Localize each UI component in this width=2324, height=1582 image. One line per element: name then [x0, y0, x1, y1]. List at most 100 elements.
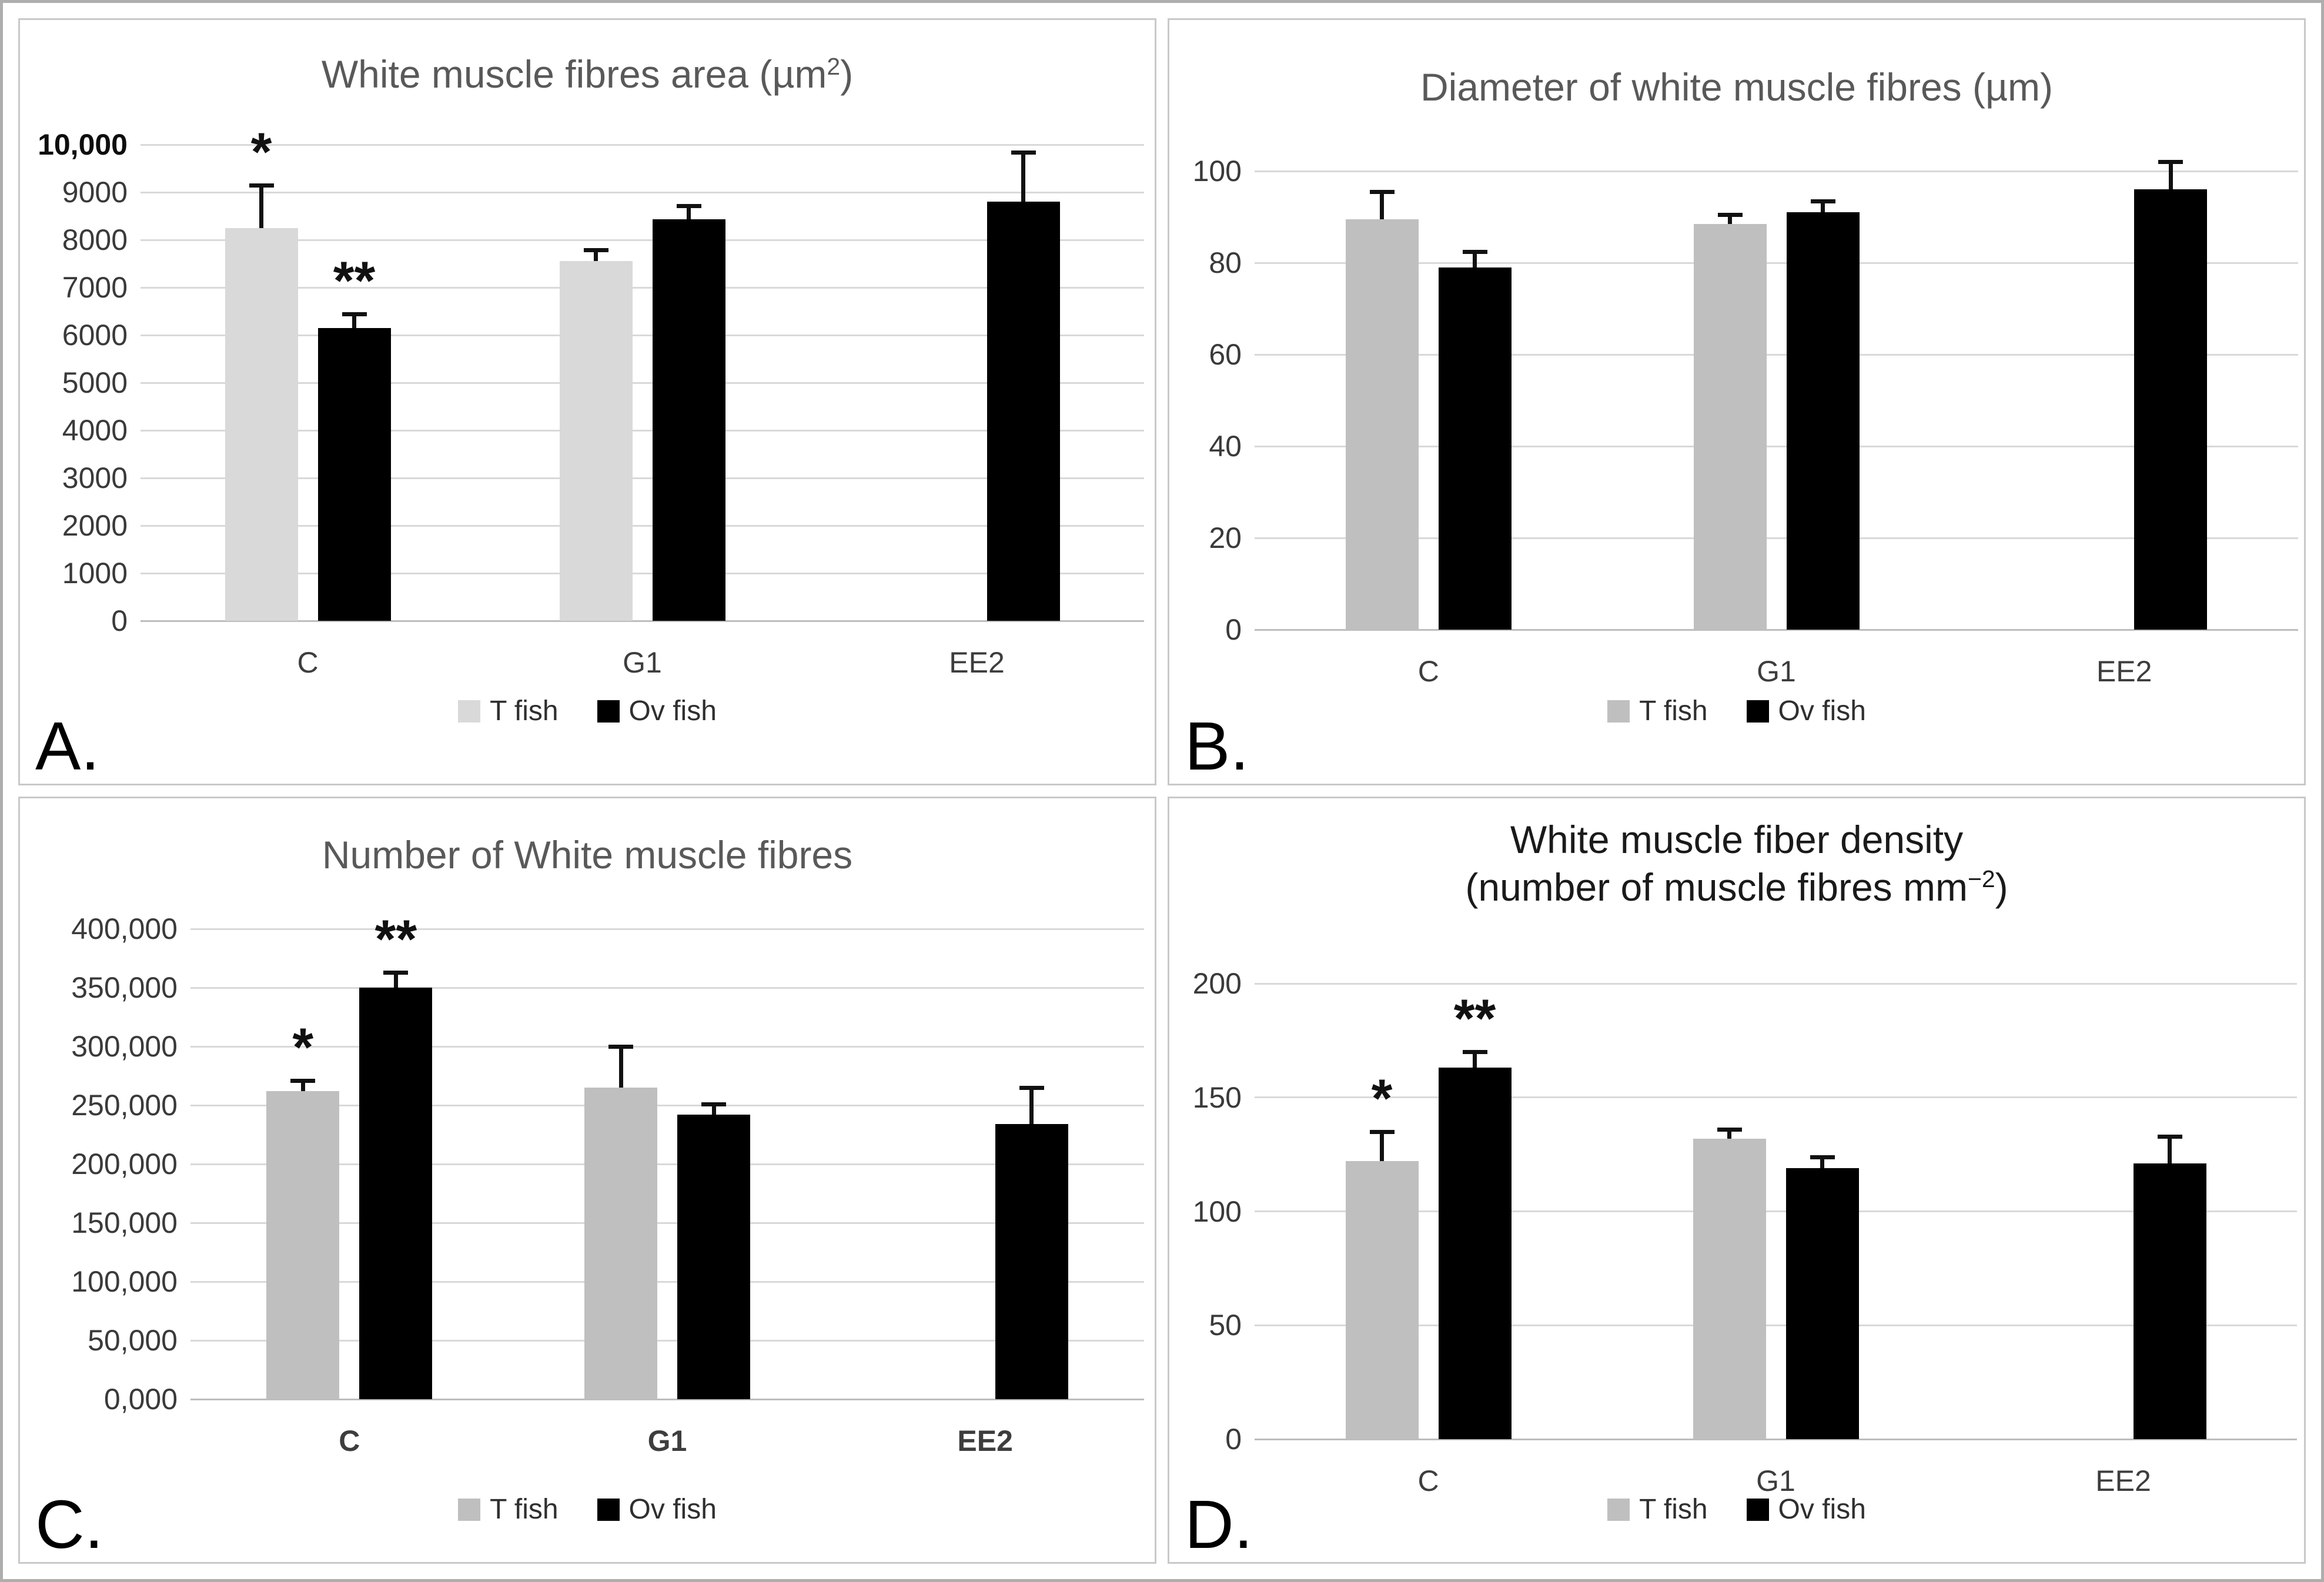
significance-asterisk: * — [1371, 1068, 1393, 1129]
bar-t-fish-g1 — [1693, 223, 1767, 630]
gridline — [190, 986, 1144, 989]
legend: T fish Ov fish — [20, 1493, 1155, 1526]
y-axis-tick-label: 0,000 — [103, 1383, 178, 1416]
error-bar-cap — [2158, 160, 2183, 165]
x-axis-category-label: C — [297, 646, 319, 679]
bar-ov-fish-g1 — [677, 1115, 750, 1399]
error-bar-whisker — [687, 205, 691, 220]
y-axis-tick-label: 150,000 — [71, 1206, 178, 1239]
gridline — [1255, 1210, 2297, 1212]
y-axis-tick-label: 8000 — [62, 223, 128, 256]
panel-d-white-muscle-fiber-density: White muscle fiber density (number of mus… — [1168, 797, 2306, 1564]
legend-swatch — [1607, 1498, 1630, 1521]
y-axis-tick-label: 50,000 — [88, 1324, 178, 1357]
error-bar-cap — [1369, 190, 1395, 195]
chart-white-muscle-fiber-density: White muscle fiber density (number of mus… — [1169, 798, 2304, 1562]
error-bar-cap — [676, 203, 701, 208]
error-bar-cap — [342, 312, 367, 316]
chart-title: White muscle fibres area (µm2) — [20, 51, 1155, 98]
legend: T fish Ov fish — [1169, 695, 2304, 727]
bar-ov-fish-g1 — [1786, 212, 1860, 630]
gridline — [141, 239, 1144, 241]
chart-title: Number of White muscle fibres — [20, 831, 1155, 879]
error-bar-whisker — [300, 1081, 305, 1091]
x-axis-line — [1255, 628, 2298, 631]
y-axis-tick-label: 0 — [111, 604, 128, 637]
gridline — [190, 1045, 1144, 1048]
chart-title: Diameter of white muscle fibres (µm) — [1169, 63, 2304, 111]
title-superscript: −2 — [1967, 865, 1995, 893]
error-bar-whisker — [1473, 251, 1477, 267]
y-axis-tick-label: 20 — [1209, 521, 1242, 554]
x-axis-category-label: EE2 — [2095, 1464, 2151, 1497]
y-axis-tick-label: 300,000 — [71, 1030, 178, 1063]
y-axis-tick-label: 200 — [1192, 967, 1242, 1000]
error-bar-cap — [1011, 150, 1036, 155]
panel-c-number-of-white-muscle-fibres: Number of White muscle fibres 400,000 350,… — [18, 797, 1156, 1564]
significance-asterisk: * — [250, 122, 272, 182]
gridline — [190, 928, 1144, 930]
error-bar-cap — [383, 971, 409, 975]
significance-asterisk: * — [292, 1018, 314, 1078]
legend-swatch — [1607, 700, 1630, 723]
gridline — [1255, 445, 2298, 447]
x-axis-category-label: EE2 — [949, 646, 1005, 679]
title-superscript: 2 — [827, 52, 841, 80]
y-axis-tick-label: 200,000 — [71, 1148, 178, 1180]
gridline — [141, 429, 1144, 432]
chart-title-line: Number of White muscle fibres — [20, 831, 1155, 879]
bar-ov-fish-c — [359, 988, 433, 1399]
error-bar-cap — [608, 1045, 633, 1049]
chart-number-of-white-muscle-fibres: Number of White muscle fibres 400,000 350,… — [20, 798, 1155, 1562]
legend-item-t-fish: T fish — [458, 1493, 559, 1526]
legend-swatch — [1746, 700, 1769, 723]
x-axis-category-label: EE2 — [957, 1424, 1013, 1457]
error-bar-whisker — [2168, 1136, 2172, 1164]
legend-label: Ov fish — [628, 695, 717, 727]
bar-t-fish-g1 — [584, 1088, 657, 1399]
bar-t-fish-c — [225, 228, 298, 621]
error-bar-whisker — [1727, 1129, 1731, 1139]
error-bar-cap — [249, 183, 274, 188]
title-text: White muscle fiber density — [1510, 818, 1964, 861]
x-axis-line — [190, 1398, 1144, 1400]
chart-title-line: White muscle fibres area (µm2) — [20, 51, 1155, 98]
legend-swatch — [1746, 1498, 1769, 1521]
legend-label: T fish — [1639, 1494, 1708, 1525]
y-axis-tick-label: 0 — [1225, 1423, 1242, 1456]
title-text: (number of muscle fibres mm — [1465, 865, 1968, 909]
x-axis-category-label: C — [1417, 1464, 1439, 1497]
error-bar-whisker — [1728, 215, 1732, 224]
legend-item-t-fish: T fish — [458, 695, 559, 727]
x-axis-category-label: C — [1417, 655, 1439, 688]
error-bar-cap — [290, 1079, 316, 1083]
significance-asterisk: ** — [333, 250, 376, 311]
legend-swatch — [458, 1498, 481, 1521]
y-axis-tick-label: 10,000 — [38, 128, 128, 161]
bar-ov-fish-g1 — [1785, 1168, 1859, 1439]
legend: T fish Ov fish — [20, 695, 1155, 727]
gridline — [141, 572, 1144, 574]
error-bar-whisker — [1380, 1131, 1384, 1162]
legend-label: Ov fish — [1778, 695, 1866, 727]
title-text: Number of White muscle fibres — [322, 833, 853, 877]
y-axis-tick-label: 150 — [1192, 1081, 1242, 1114]
title-text: ) — [840, 52, 854, 96]
significance-asterisk: ** — [1453, 989, 1496, 1049]
bar-ov-fish-g1 — [652, 219, 725, 621]
y-axis-tick-label: 4000 — [62, 414, 128, 447]
y-axis-tick-label: 9000 — [62, 176, 128, 209]
error-bar-cap — [1717, 1128, 1742, 1132]
gridline — [1255, 1096, 2297, 1099]
legend-label: T fish — [490, 1494, 559, 1525]
legend-swatch — [597, 1498, 620, 1521]
legend-item-ov-fish: Ov fish — [597, 695, 717, 727]
bar-ov-fish-c — [1438, 1068, 1512, 1439]
error-bar-whisker — [594, 250, 598, 262]
gridline — [190, 1222, 1144, 1224]
gridline — [1255, 982, 2297, 985]
y-axis-tick-label: 50 — [1209, 1309, 1242, 1342]
gridline — [190, 1104, 1144, 1106]
error-bar-cap — [1810, 1155, 1835, 1159]
legend-swatch — [458, 700, 481, 723]
